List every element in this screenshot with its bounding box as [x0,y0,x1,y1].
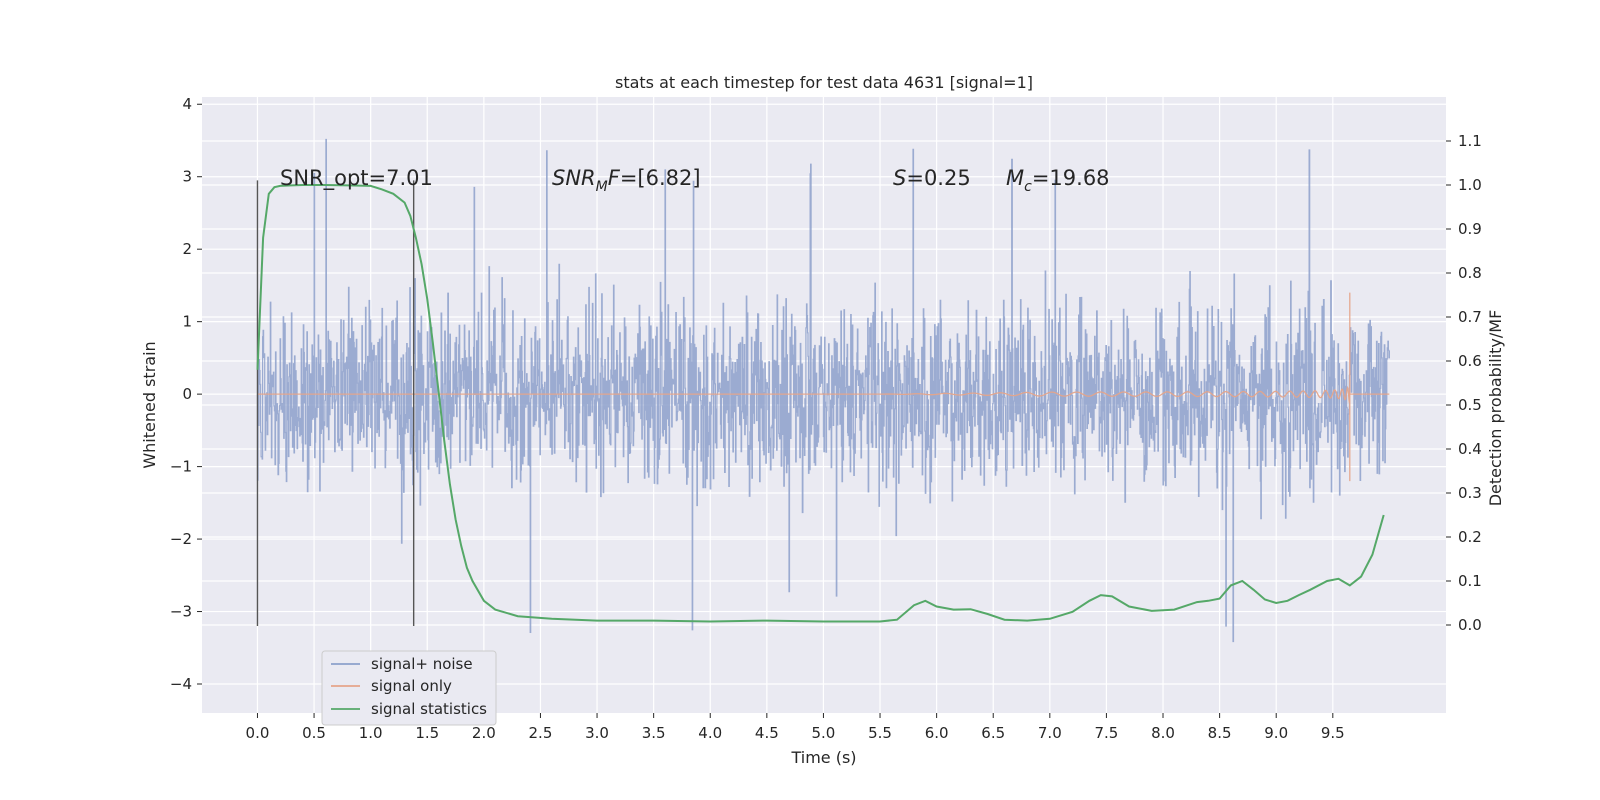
y2-tick-label: 0.2 [1458,528,1482,546]
x-axis-ticks: 0.0 0.5 1.0 1.5 2.0 2.5 3.0 3.5 4.0 4.5 5.0 5.5 6.0 6… [246,713,1345,742]
legend-label-signal-noise: signal+ noise [371,655,473,673]
y2-axis-label: Detection probability/MF [1486,310,1505,507]
y2-tick-label: 0.1 [1458,572,1482,590]
y2-tick-label: 0.5 [1458,396,1482,414]
x-tick-label: 2.5 [529,724,553,742]
y2-tick-label: 0.0 [1458,616,1482,634]
x-tick-label: 5.0 [812,724,836,742]
x-tick-label: 4.5 [755,724,779,742]
legend-label-signal-only: signal only [371,677,452,695]
legend-box [321,650,497,726]
y-tick-label: −1 [170,458,192,476]
y2-tick-label: 1.0 [1458,176,1482,194]
x-tick-label: 5.5 [868,724,892,742]
x-tick-label: 2.0 [472,724,496,742]
x-tick-label: 3.5 [642,724,666,742]
x-tick-label: 1.5 [415,724,439,742]
y-tick-label: 2 [182,240,192,258]
x-tick-label: 6.5 [981,724,1005,742]
x-tick-label: 0.5 [302,724,326,742]
signal-statistics-line [256,184,1385,623]
y-tick-label: 0 [182,385,192,403]
y-tick-label: −2 [170,530,192,548]
x-axis-label: Time (s) [790,748,856,767]
y-tick-label: 4 [182,95,192,113]
marker-lines [256,180,415,627]
x-tick-label: 9.5 [1321,724,1345,742]
x-tick-label: 8.0 [1151,724,1175,742]
y-tick-label: −3 [170,603,192,621]
signal-statistics-series [256,184,1385,623]
legend: signal+ noise signal only signal statist… [321,650,497,726]
x-tick-label: 4.0 [698,724,722,742]
x-tick-label: 1.0 [359,724,383,742]
y-axis-label: Whitened strain [140,341,159,468]
x-tick-label: 7.0 [1038,724,1062,742]
y2-tick-label: 1.1 [1458,132,1482,150]
y-tick-label: −4 [170,675,192,693]
y2-tick-label: 0.4 [1458,440,1482,458]
y2-tick-label: 0.8 [1458,264,1482,282]
snr-mf-annotation: SNRMF=[6.82] [552,166,701,195]
y2-axis-ticks: 0.0 0.1 0.2 0.3 0.4 0.5 0.6 0.7 0.8 0.9 1.0 1.1 [1446,132,1482,634]
x-tick-label: 7.5 [1094,724,1118,742]
y2-tick-label: 0.3 [1458,484,1482,502]
y-axis-ticks: −4 −3 −2 −1 0 1 2 3 4 [170,95,202,693]
x-tick-label: 3.0 [585,724,609,742]
y2-tick-label: 0.7 [1458,308,1482,326]
y-tick-label: 1 [182,313,192,331]
x-tick-label: 6.0 [925,724,949,742]
y2-tick-label: 0.9 [1458,220,1482,238]
x-tick-label: 8.5 [1208,724,1232,742]
legend-label-signal-statistics: signal statistics [371,700,487,718]
chart-title: stats at each timestep for test data 463… [615,73,1033,92]
x-tick-label: 0.0 [246,724,270,742]
x-tick-label: 9.0 [1264,724,1288,742]
snr-opt-annotation: SNR_opt=7.01 [280,166,433,191]
mc-annotation: Mc=19.68 [1006,166,1110,195]
signal-noise-series [256,138,1390,643]
signal-noise-line [256,138,1390,643]
y2-tick-label: 0.6 [1458,352,1482,370]
y-tick-label: 3 [182,168,192,186]
s-annotation: S=0.25 [893,166,971,190]
